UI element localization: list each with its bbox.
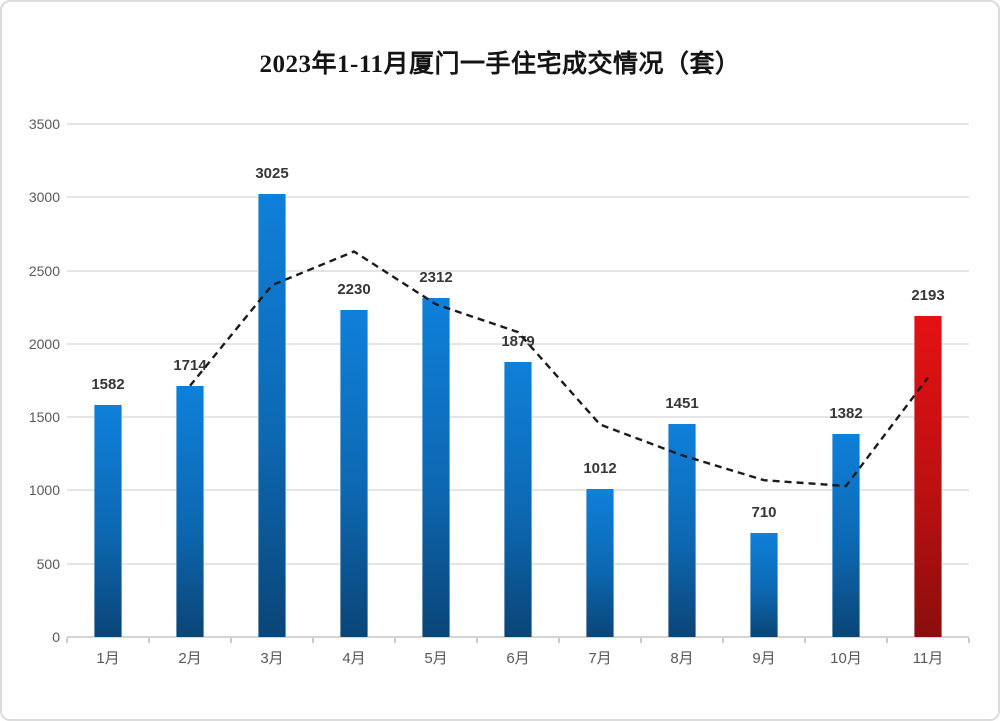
x-axis-label-month-8: 8月: [670, 650, 694, 667]
x-axis-tick: [148, 638, 150, 643]
bar-value-label-month-2: 1714: [173, 356, 207, 374]
y-axis-label-3000: 3000: [28, 189, 60, 206]
x-axis-tick: [640, 638, 642, 643]
x-axis-label-month-4: 4月: [342, 650, 366, 667]
x-axis-label-month-10: 10月: [830, 650, 862, 667]
x-axis-tick: [804, 638, 806, 643]
bar-month-8: [668, 424, 696, 637]
bar-month-3: [258, 193, 286, 637]
bar-value-label-month-3: 3025: [255, 164, 289, 182]
y-axis-label-500: 500: [36, 555, 60, 572]
x-axis-tick: [66, 638, 68, 643]
x-axis-tick: [558, 638, 560, 643]
x-axis-tick: [886, 638, 888, 643]
bar-value-label-month-1: 1582: [91, 376, 125, 394]
y-axis-label-3500: 3500: [28, 116, 60, 132]
bar-value-label-month-7: 1012: [583, 459, 617, 477]
x-axis-tick: [394, 638, 396, 643]
bar-value-label-month-11: 2193: [911, 286, 945, 304]
gridline-2500: [67, 269, 969, 272]
bar-month-2: [176, 385, 204, 637]
x-axis-tick: [968, 638, 970, 643]
bar-month-11: [914, 315, 942, 637]
bar-value-label-month-10: 1382: [829, 405, 863, 423]
y-axis-label-2000: 2000: [28, 335, 60, 352]
x-axis-label-month-7: 7月: [588, 650, 612, 667]
gridline-3500: [67, 123, 969, 125]
trend-dashed-line: [189, 250, 929, 488]
bar-month-5: [422, 298, 450, 637]
y-axis-label-1500: 1500: [28, 409, 60, 426]
bar-value-label-month-4: 2230: [337, 281, 371, 299]
x-axis-label-month-3: 3月: [260, 650, 284, 667]
bar-month-7: [586, 488, 614, 637]
bar-month-10: [832, 434, 860, 637]
bar-month-6: [504, 361, 532, 637]
x-axis-label-month-9: 9月: [752, 650, 776, 667]
x-axis-label-month-6: 6月: [506, 650, 530, 667]
y-axis-label-0: 0: [52, 629, 60, 645]
x-axis-tick: [476, 638, 478, 643]
x-axis-line: [67, 636, 969, 638]
bar-value-label-month-9: 710: [751, 503, 777, 521]
bar-month-4: [340, 310, 368, 637]
x-axis-tick: [230, 638, 232, 643]
y-axis-label-2500: 2500: [28, 262, 60, 279]
x-axis-tick: [722, 638, 724, 643]
y-axis-label-1000: 1000: [28, 482, 60, 499]
x-axis-label-month-11: 11月: [912, 650, 944, 667]
x-axis-tick: [312, 638, 314, 643]
bar-month-1: [94, 405, 122, 637]
bar-value-label-month-6: 1879: [501, 332, 535, 350]
bar-month-9: [750, 532, 778, 637]
chart-title: 2023年1-11月厦门一手住宅成交情况（套）: [259, 51, 741, 78]
x-axis-label-month-2: 2月: [178, 650, 202, 667]
x-axis-label-month-5: 5月: [424, 650, 448, 667]
bar-value-label-month-8: 1451: [665, 395, 699, 413]
x-axis-label-month-1: 1月: [96, 650, 120, 667]
bar-value-label-month-5: 2312: [419, 269, 453, 287]
gridline-3000: [67, 196, 969, 199]
